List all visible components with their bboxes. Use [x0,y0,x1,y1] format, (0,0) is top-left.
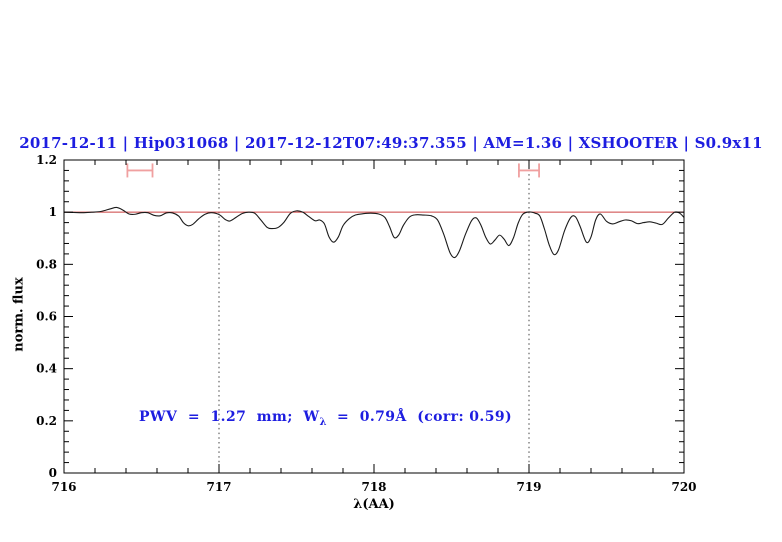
x-tick-label: 717 [206,480,231,494]
spectrum-line [63,206,685,259]
x-tick-label: 716 [51,480,76,494]
y-tick-label: 1 [49,205,57,219]
pwv-annotation-prefix: PWV = 1.27 mm; W [139,409,320,425]
y-tick-label: 0.2 [36,414,57,428]
y-axis-label: norm. flux [11,277,27,352]
plot-title: 2017-12-11 | Hip031068 | 2017-12-12T07:4… [19,134,763,152]
x-tick-label: 720 [671,480,696,494]
y-tick-label: 0.4 [36,362,57,376]
y-tick-label: 0.8 [36,257,57,271]
y-tick-label: 1.2 [36,153,57,167]
y-tick-label: 0.6 [36,310,57,324]
x-axis-label: λ(AA) [353,497,395,512]
pwv-annotation: PWV = 1.27 mm; Wλ = 0.79Å (corr: 0.59) [139,409,512,428]
pwv-annotation-suffix: = 0.79Å (corr: 0.59) [326,409,513,425]
x-tick-label: 718 [361,480,386,494]
y-tick-label: 0 [49,466,57,480]
pwv-annotation-lambda-subscript: λ [319,416,327,428]
x-tick-label: 719 [516,480,541,494]
